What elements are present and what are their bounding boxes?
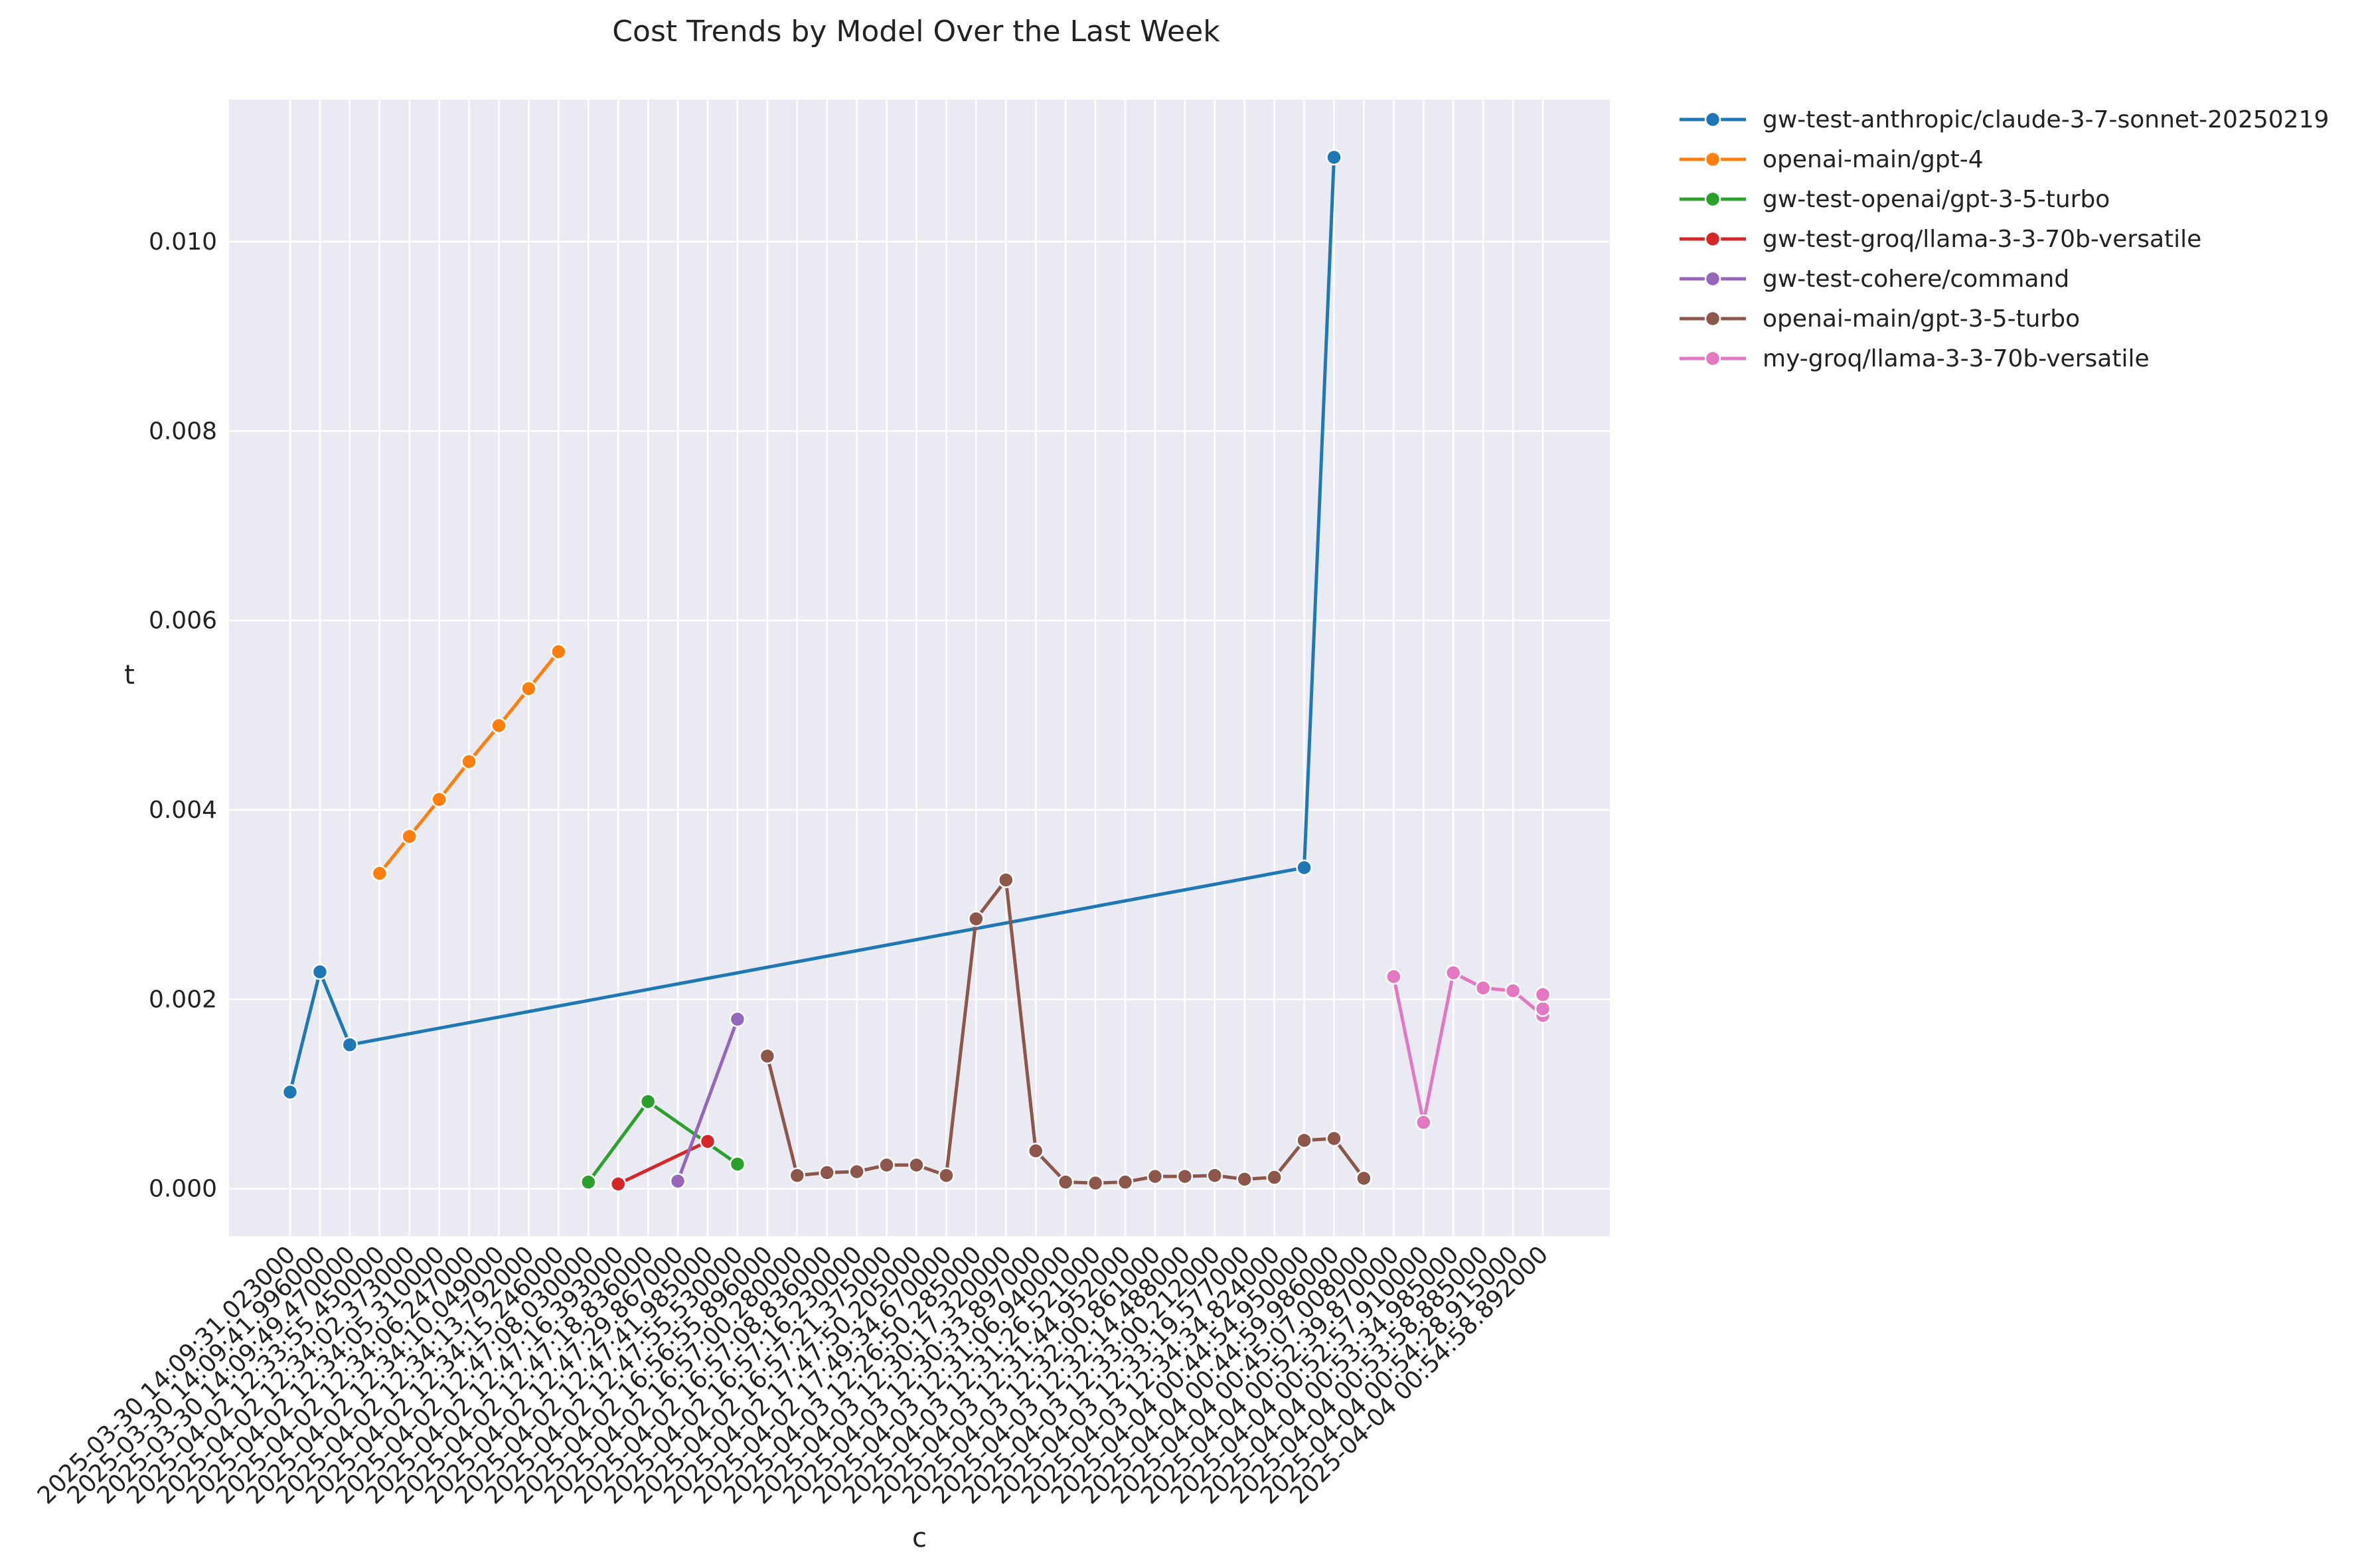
data-point — [311, 963, 329, 980]
series-my-groq-llama-3-3-70b-versatile — [1385, 965, 1551, 1131]
y-tick-label: 0.006 — [149, 607, 217, 635]
legend-label: openai-main/gpt-3-5-turbo — [1763, 305, 2080, 333]
data-point — [401, 828, 418, 845]
data-point — [1236, 1171, 1253, 1188]
y-tick-label: 0.004 — [149, 797, 217, 824]
plot-area — [229, 100, 1610, 1236]
data-point — [520, 680, 537, 697]
data-point — [1534, 986, 1551, 1003]
series-line — [617, 1140, 709, 1186]
legend-item: gw-test-groq/llama-3-3-70b-versatile — [1680, 226, 2201, 253]
legend-item: openai-main/gpt-4 — [1680, 146, 1984, 173]
data-point — [639, 1093, 657, 1110]
data-point — [819, 1164, 835, 1181]
data-point — [1326, 1130, 1342, 1147]
data-point — [1057, 1174, 1074, 1190]
data-point — [1385, 968, 1402, 985]
data-point — [848, 1163, 865, 1180]
data-point — [789, 1167, 806, 1184]
series-gw-test-groq-llama-3-3-70b-versatile — [609, 1133, 716, 1192]
series-gw-test-cohere-command — [669, 1011, 746, 1190]
y-tick-label: 0.010 — [149, 228, 217, 256]
data-point — [461, 753, 477, 770]
series-line — [676, 1018, 740, 1182]
legend-marker — [1704, 230, 1721, 248]
data-point — [281, 1083, 299, 1101]
data-point — [491, 717, 507, 734]
data-point — [968, 910, 985, 927]
legend-marker — [1704, 111, 1721, 128]
data-point — [998, 872, 1014, 888]
data-point — [938, 1167, 955, 1184]
data-point — [431, 791, 447, 808]
data-point — [1206, 1167, 1223, 1184]
data-point — [1296, 859, 1312, 876]
data-point — [550, 643, 567, 660]
legend-marker — [1704, 151, 1721, 168]
y-tick-label: 0.008 — [149, 418, 217, 445]
data-point — [1504, 982, 1522, 999]
gridlines — [229, 100, 1610, 1236]
legend-item: my-groq/llama-3-3-70b-versatile — [1680, 345, 2150, 372]
data-point — [759, 1048, 776, 1065]
legend-label: gw-test-cohere/command — [1763, 266, 2069, 293]
legend-item: gw-test-openai/gpt-3-5-turbo — [1680, 186, 2110, 213]
data-point — [1117, 1174, 1134, 1190]
legend-label: my-groq/llama-3-3-70b-versatile — [1763, 345, 2150, 372]
data-point — [1266, 1169, 1283, 1186]
data-point — [908, 1156, 925, 1174]
legend-marker — [1704, 270, 1721, 287]
legend-item: gw-test-cohere/command — [1680, 266, 2069, 293]
legend-marker — [1704, 350, 1721, 367]
data-point — [669, 1173, 686, 1190]
y-tick-labels: 0.000 0.002 0.004 0.006 0.008 0.010 — [149, 228, 217, 1203]
legend-item: openai-main/gpt-3-5-turbo — [1680, 305, 2080, 333]
series-layer — [281, 149, 1551, 1192]
data-point — [878, 1156, 895, 1174]
data-point — [1087, 1174, 1104, 1192]
data-point — [609, 1176, 627, 1192]
data-point — [1474, 979, 1492, 996]
legend-marker — [1704, 191, 1721, 208]
series-gw-test-anthropic-claude-3-7-sonnet-20250219 — [281, 149, 1342, 1101]
data-point — [1176, 1168, 1194, 1185]
series-openai-main-gpt-3-5-turbo — [759, 872, 1372, 1192]
chart-title: Cost Trends by Model Over the Last Week — [612, 15, 1220, 48]
data-point — [1534, 1000, 1551, 1017]
data-point — [1027, 1142, 1044, 1159]
x-axis-label: c — [912, 1523, 927, 1553]
legend-marker — [1704, 310, 1721, 327]
legend-label: gw-test-groq/llama-3-3-70b-versatile — [1763, 226, 2201, 253]
series-openai-main-gpt-4 — [371, 643, 567, 882]
data-point — [1296, 1132, 1312, 1149]
y-tick-label: 0.002 — [149, 986, 217, 1013]
legend-label: gw-test-anthropic/claude-3-7-sonnet-2025… — [1763, 106, 2329, 133]
data-point — [580, 1174, 597, 1190]
legend-label: openai-main/gpt-4 — [1763, 146, 1984, 173]
legend-item: gw-test-anthropic/claude-3-7-sonnet-2025… — [1680, 106, 2329, 133]
data-point — [1356, 1170, 1372, 1187]
legend-label: gw-test-openai/gpt-3-5-turbo — [1763, 186, 2110, 213]
y-tick-label: 0.000 — [149, 1176, 217, 1203]
data-point — [341, 1036, 358, 1054]
data-point — [729, 1011, 746, 1028]
data-point — [1445, 965, 1462, 981]
legend: gw-test-anthropic/claude-3-7-sonnet-2025… — [1680, 106, 2329, 372]
data-point — [1415, 1114, 1432, 1131]
data-point — [699, 1133, 716, 1150]
data-point — [1146, 1168, 1164, 1185]
data-point — [729, 1156, 746, 1172]
data-point — [1326, 149, 1342, 166]
data-point — [371, 865, 388, 882]
y-axis-label: t — [124, 660, 135, 690]
